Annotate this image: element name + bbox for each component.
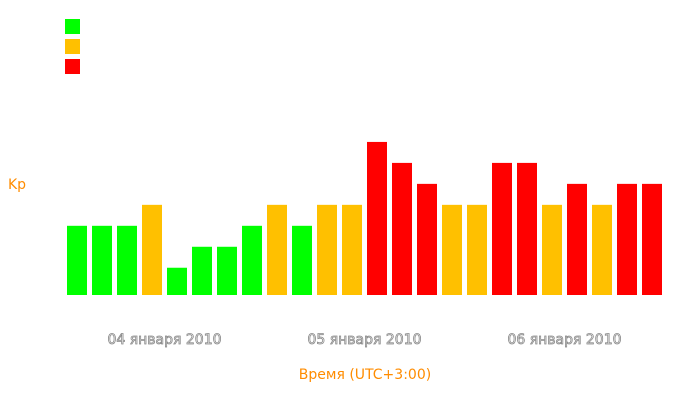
bar	[167, 267, 187, 295]
bar	[142, 204, 162, 295]
bar	[517, 162, 537, 295]
bar	[217, 246, 237, 295]
bar	[342, 204, 362, 295]
legend-swatch	[65, 59, 80, 74]
bar	[442, 204, 462, 295]
bar	[292, 225, 312, 295]
bar	[117, 225, 137, 295]
legend-swatch	[65, 19, 80, 34]
bar	[492, 162, 512, 295]
x-axis-title: Время (UTC+3:00)	[299, 367, 431, 383]
bar	[617, 183, 637, 295]
bar	[242, 225, 262, 295]
x-tick-label: 06 января 2010	[507, 332, 621, 348]
bar	[92, 225, 112, 295]
bar	[317, 204, 337, 295]
bar	[367, 141, 387, 295]
bar	[267, 204, 287, 295]
bar	[467, 204, 487, 295]
bar	[567, 183, 587, 295]
bar	[542, 204, 562, 295]
x-tick-label: 04 января 2010	[107, 332, 221, 348]
x-tick-label: 05 января 2010	[307, 332, 421, 348]
y-axis-title: Kp	[8, 177, 26, 193]
bar	[592, 204, 612, 295]
bar	[67, 225, 87, 295]
legend-swatch	[65, 39, 80, 54]
bar	[642, 183, 662, 295]
bar	[192, 246, 212, 295]
bar	[392, 162, 412, 295]
bar	[417, 183, 437, 295]
